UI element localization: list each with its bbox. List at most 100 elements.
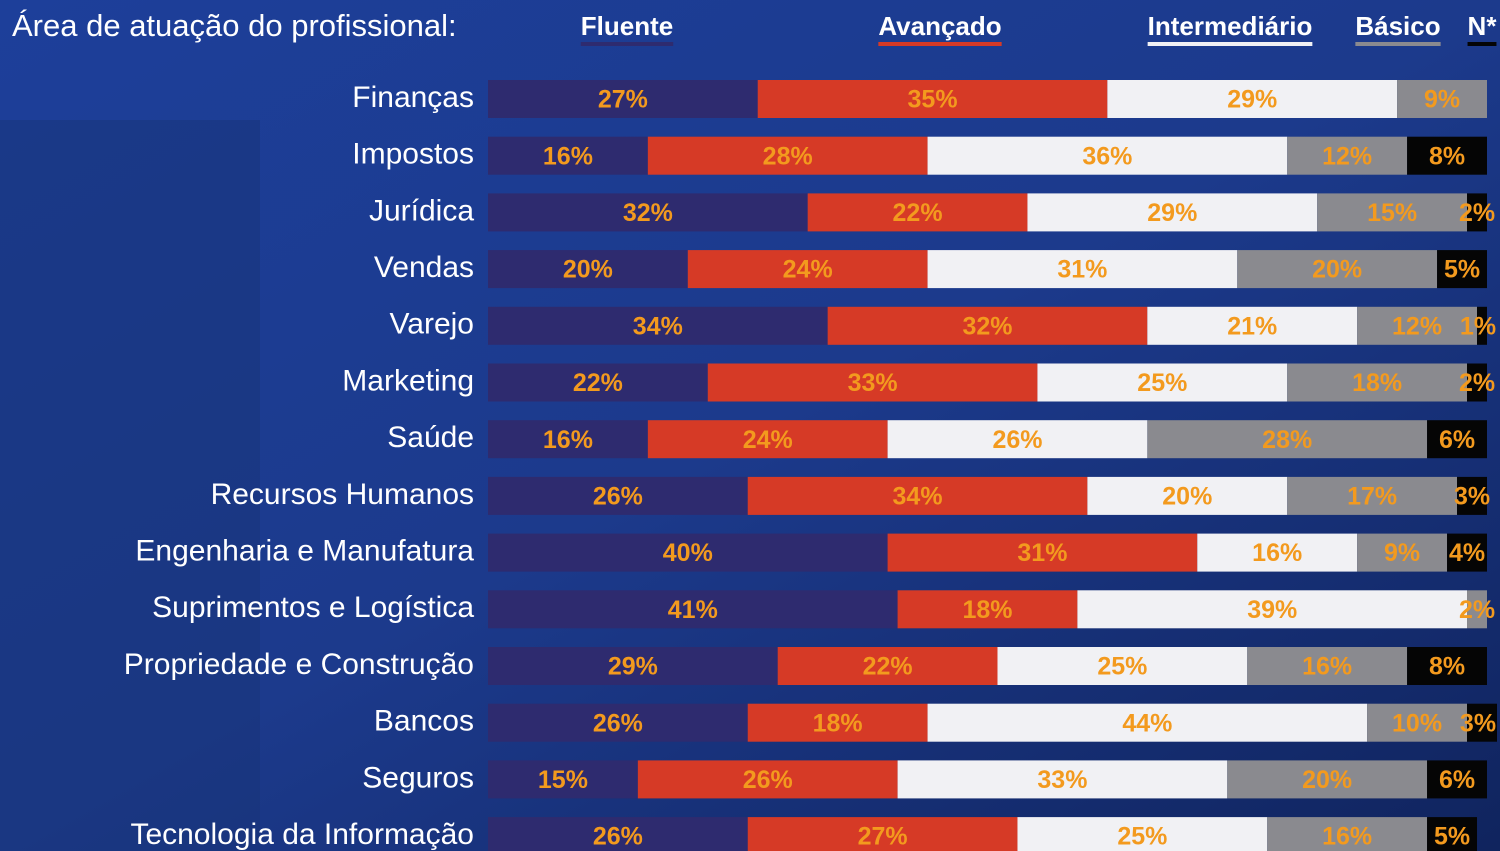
legend-label: Intermediário [1148,11,1313,41]
bar-segment [1467,363,1487,402]
value-label: 15% [538,766,588,794]
legend-swatch [878,42,1002,46]
value-label: 1% [1460,312,1496,340]
chart-title: Área de atuação do profissional: [12,8,457,43]
bar-segment [707,363,1038,402]
bar-segment [1357,533,1448,572]
value-label: 28% [763,142,813,170]
background-shade [0,120,260,851]
bar-segment [1457,476,1487,515]
bar-segment [647,420,888,459]
legend-swatch [1467,42,1497,46]
bar-segment [747,476,1088,515]
bar-segment [1077,590,1468,629]
value-label: 28% [1262,426,1312,454]
value-label: 20% [563,256,613,284]
category-label: Recursos Humanos [211,478,474,511]
value-label: 40% [663,539,713,567]
bar-segment [1437,250,1487,289]
bar-segment [488,590,898,629]
value-label: 31% [1057,256,1107,284]
value-label: 21% [1227,312,1277,340]
category-label: Tecnologia da Informação [130,818,474,851]
bar-segment [488,250,688,289]
category-label: Suprimentos e Logística [152,591,474,624]
value-label: 4% [1449,539,1485,567]
value-label: 16% [543,426,593,454]
bar-segment [1367,703,1468,742]
value-label: 2% [1459,369,1495,397]
value-label: 2% [1459,596,1495,624]
bar-segment [747,817,1018,851]
value-label: 39% [1247,596,1297,624]
category-label: Propriedade e Construção [124,648,474,681]
bar-segment [927,703,1368,742]
bar-segment [488,80,758,118]
bar-segment [488,420,648,459]
category-label: Seguros [362,761,474,794]
bar-segment [1287,363,1468,402]
value-label: 20% [1312,256,1362,284]
category-label: Engenharia e Manufatura [135,535,474,568]
category-label: Varejo [390,308,475,341]
bar-segment [1287,136,1408,175]
bar-segment [637,760,898,799]
bar-segment [1267,817,1428,851]
bar-segment [777,647,998,685]
value-label: 32% [623,199,673,227]
value-label: 6% [1439,766,1475,794]
value-label: 44% [1122,709,1172,737]
bar-segment [1037,363,1288,402]
value-label: 29% [1147,199,1197,227]
bar-segment [997,647,1248,685]
bar-segment [887,420,1148,459]
bar-segment [1147,420,1428,459]
value-label: 16% [543,142,593,170]
bar-segment [1407,647,1487,685]
bar-segment [1287,476,1458,515]
bar-segment [1197,533,1358,572]
value-label: 9% [1424,86,1460,114]
bar-segment [887,533,1198,572]
bar-segment [1237,250,1438,289]
value-label: 27% [858,823,908,851]
bar-segment [488,760,638,799]
value-label: 34% [633,312,683,340]
bar-segment [687,250,928,289]
bar-segment [1027,193,1318,232]
value-label: 16% [1322,823,1372,851]
value-label: 29% [608,653,658,681]
value-label: 3% [1454,483,1490,511]
legend-label: Básico [1355,11,1440,41]
value-label: 16% [1252,539,1302,567]
value-label: 24% [783,256,833,284]
bar-segment [1467,703,1497,742]
value-label: 12% [1392,312,1442,340]
category-label: Marketing [342,364,474,397]
value-label: 20% [1162,483,1212,511]
bar-segment [488,476,748,515]
value-label: 6% [1439,426,1475,454]
value-label: 27% [598,86,648,114]
value-label: 12% [1322,142,1372,170]
value-label: 5% [1434,823,1470,851]
category-label: Saúde [387,421,474,454]
bar-segment [488,533,888,572]
value-label: 18% [962,596,1012,624]
bar-segment [1247,647,1408,685]
value-label: 8% [1429,653,1465,681]
value-label: 2% [1459,199,1495,227]
value-label: 32% [962,312,1012,340]
value-label: 26% [743,766,793,794]
bar-segment [1397,80,1487,118]
bar-segment [927,136,1288,175]
bar-segment [1427,760,1487,799]
bar-segment [747,703,928,742]
bar-segment [927,250,1238,289]
value-label: 33% [848,369,898,397]
value-label: 10% [1392,709,1442,737]
value-label: 26% [593,483,643,511]
value-label: 22% [573,369,623,397]
